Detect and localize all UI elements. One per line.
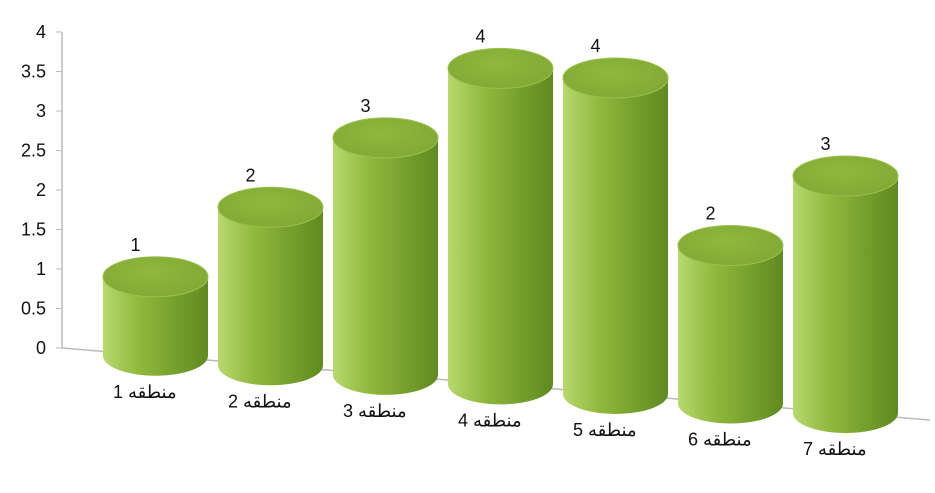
data-label: 3 [360,96,370,116]
bar-body [103,276,208,376]
bar [102,256,209,376]
bar-top [447,47,554,89]
bar-body [333,137,438,395]
category-label: منطقه 5 [573,420,637,440]
data-labels: 1 2 3 4 4 2 3 [130,26,830,254]
category-label: منطقه 4 [458,410,522,430]
y-tick-label: 4 [36,22,46,42]
bar-body [793,176,898,434]
bar-body [678,245,783,424]
bar [792,155,899,434]
bar-top [792,155,899,197]
y-tick-label: 1 [36,259,46,279]
bar-body [563,77,668,414]
bar [332,117,439,395]
category-label: منطقه 6 [688,429,752,449]
bar-top [677,224,784,266]
bar [677,224,784,424]
bar-top [332,117,439,159]
data-label: 4 [475,26,485,46]
bar-top [102,256,209,298]
category-labels: منطقه 1 منطقه 2 منطقه 3 منطقه 4 منطقه 5 منطقه… [113,382,867,459]
category-label: منطقه 3 [343,401,407,421]
category-label: منطقه 2 [228,391,292,411]
y-tick-label: 0 [36,338,46,358]
bars [102,47,899,434]
data-label: 2 [705,203,715,223]
category-label: منطقه 7 [803,439,867,459]
y-tick-label: 2 [36,180,46,200]
y-tick-label: 3 [36,101,46,121]
y-tick-label: 1.5 [21,220,46,240]
category-label: منطقه 1 [113,382,177,402]
bar-top [217,186,324,228]
bar [217,186,324,386]
y-axis-ticks: 0 0.5 1 1.5 2 2.5 3 3.5 4 [21,22,62,358]
data-label: 4 [590,36,600,56]
y-tick-label: 3.5 [21,62,46,82]
bar [562,57,669,414]
bar-body [448,68,553,405]
bar [447,47,554,405]
data-label: 1 [130,235,140,255]
y-tick-label: 2.5 [21,141,46,161]
data-label: 3 [820,134,830,154]
bar-top [562,57,669,99]
data-label: 2 [245,165,255,185]
bar-body [218,207,323,386]
y-tick-label: 0.5 [21,299,46,319]
